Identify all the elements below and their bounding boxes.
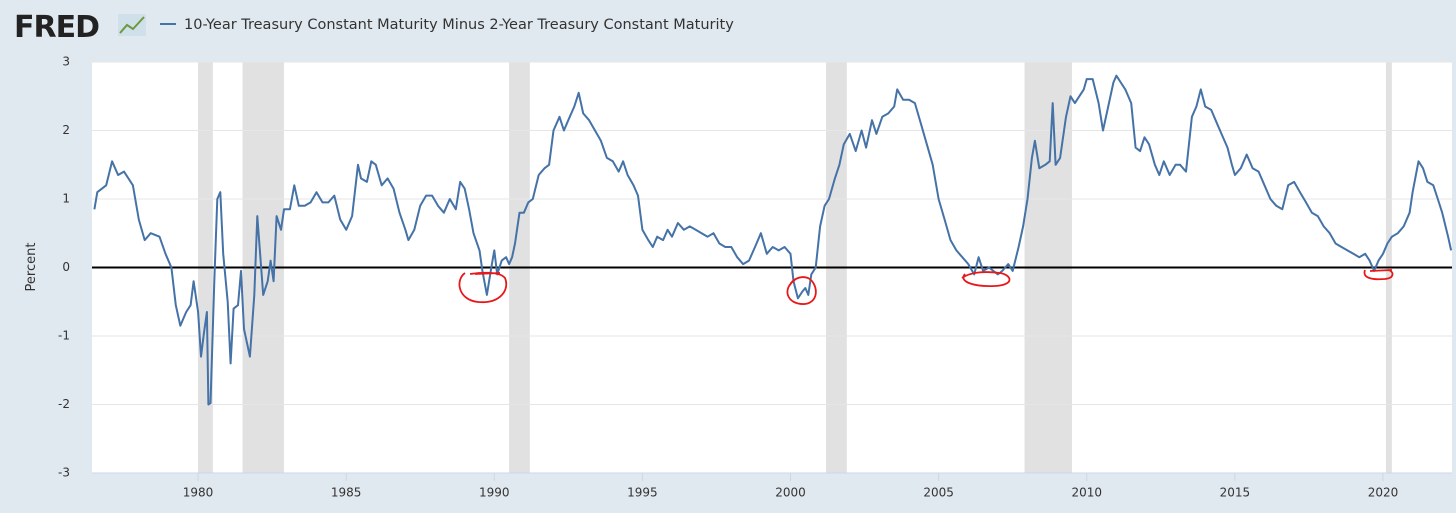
y-tick-label: -2 (58, 397, 70, 411)
x-tick-label: 2010 (1071, 486, 1102, 500)
x-tick-label: 2000 (775, 486, 806, 500)
y-tick-label: -1 (58, 329, 70, 343)
logo-icon (118, 14, 146, 36)
y-tick-label: 2 (62, 123, 70, 137)
y-axis-label: Percent (24, 243, 39, 292)
x-tick-label: 1980 (183, 486, 214, 500)
series-line (93, 74, 1453, 406)
x-tick-label: 2005 (923, 486, 954, 500)
x-tick-label: 1990 (479, 486, 510, 500)
annotation-circle (458, 271, 508, 303)
y-tick-label: 1 (62, 192, 70, 206)
annotations (458, 269, 1394, 305)
y-tick-label: 0 (62, 260, 70, 274)
annotation-circle (1363, 269, 1394, 281)
y-tick-label: -3 (58, 466, 70, 480)
x-tick-label: 2015 (1220, 486, 1251, 500)
annotation-circle (786, 276, 817, 305)
x-tick-label: 1995 (627, 486, 658, 500)
legend-label: 10-Year Treasury Constant Maturity Minus… (184, 17, 734, 33)
y-tick-label: 3 (62, 55, 70, 69)
x-tick-label: 1985 (331, 486, 362, 500)
x-tick-label: 2020 (1368, 486, 1399, 500)
annotation-circle (961, 271, 1011, 287)
logo: FRED (14, 10, 99, 45)
